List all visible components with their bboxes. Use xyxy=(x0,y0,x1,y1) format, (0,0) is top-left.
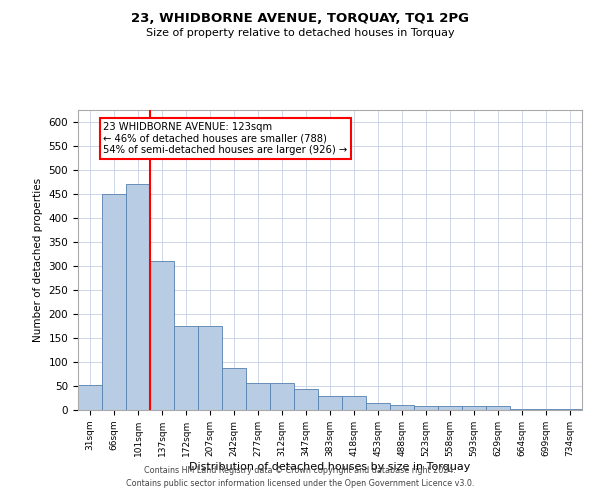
Text: 23 WHIDBORNE AVENUE: 123sqm
← 46% of detached houses are smaller (788)
54% of se: 23 WHIDBORNE AVENUE: 123sqm ← 46% of det… xyxy=(103,122,347,155)
Text: Contains HM Land Registry data © Crown copyright and database right 2024.
Contai: Contains HM Land Registry data © Crown c… xyxy=(126,466,474,487)
X-axis label: Distribution of detached houses by size in Torquay: Distribution of detached houses by size … xyxy=(190,462,470,471)
Bar xyxy=(198,326,222,410)
Bar xyxy=(510,408,534,410)
Bar xyxy=(102,194,126,410)
Bar xyxy=(318,396,342,410)
Y-axis label: Number of detached properties: Number of detached properties xyxy=(33,178,43,342)
Bar xyxy=(150,261,174,410)
Bar xyxy=(174,326,198,410)
Bar xyxy=(222,368,246,410)
Bar xyxy=(366,403,390,410)
Bar xyxy=(294,390,318,410)
Bar xyxy=(270,382,294,410)
Bar xyxy=(78,385,102,410)
Bar xyxy=(414,406,438,410)
Bar xyxy=(126,184,150,410)
Bar xyxy=(246,382,270,410)
Bar xyxy=(534,408,558,410)
Bar xyxy=(558,408,582,410)
Text: Size of property relative to detached houses in Torquay: Size of property relative to detached ho… xyxy=(146,28,454,38)
Bar xyxy=(462,406,486,410)
Bar xyxy=(342,396,366,410)
Bar xyxy=(438,406,462,410)
Bar xyxy=(390,405,414,410)
Bar xyxy=(486,406,510,410)
Text: 23, WHIDBORNE AVENUE, TORQUAY, TQ1 2PG: 23, WHIDBORNE AVENUE, TORQUAY, TQ1 2PG xyxy=(131,12,469,26)
